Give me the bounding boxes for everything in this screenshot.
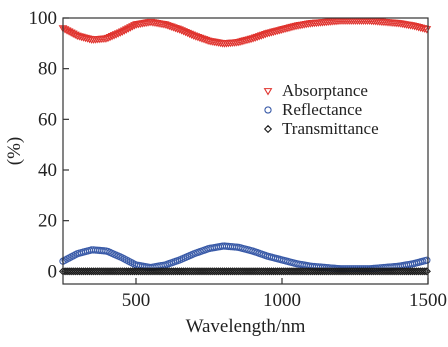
plot-layer [58, 17, 432, 276]
legend-item-transmittance: Transmittance [263, 119, 379, 138]
legend-marker-absorptance [263, 88, 273, 96]
x-axis-label: Wavelength/nm [186, 316, 306, 337]
absorptance-point [103, 34, 113, 43]
absorptance-point [122, 26, 131, 34]
legend-label: Transmittance [282, 119, 379, 138]
absorptance-point [248, 35, 258, 43]
reflectance-point [423, 256, 431, 264]
absorptance-point [254, 33, 264, 41]
absorptance-point [252, 33, 262, 42]
legend-label: Reflectance [282, 100, 362, 119]
y-tick-label: 60 [38, 109, 57, 130]
absorptance-point [117, 28, 127, 36]
absorptance-point [111, 31, 121, 39]
absorptance-point [130, 22, 139, 30]
legend-marker-transmittance [263, 124, 273, 134]
y-tick-label: 40 [38, 160, 57, 181]
absorptance-point [124, 25, 133, 33]
series-absorptance [58, 17, 432, 48]
x-tick-label: 1000 [263, 290, 301, 311]
absorptance-point [250, 34, 260, 42]
absorptance-point [260, 30, 270, 39]
legend-item-absorptance: Absorptance [263, 81, 368, 100]
legend-item-reflectance: Reflectance [264, 100, 362, 119]
absorptance-point [105, 33, 115, 42]
absorptance-point [113, 30, 123, 38]
absorptance-point [258, 31, 268, 40]
y-tick-label: 80 [38, 59, 57, 80]
absorptance-point [119, 27, 129, 35]
legend-label: Absorptance [282, 81, 368, 100]
legend-marker-reflectance [264, 106, 272, 114]
absorptance-point [126, 24, 135, 32]
y-axis-label: (%) [4, 137, 25, 165]
transmittance-point [422, 267, 431, 276]
absorptance-point [128, 23, 137, 31]
absorptance-point [256, 32, 266, 40]
absorptance-point [115, 29, 125, 37]
y-tick-label: 0 [48, 261, 58, 282]
y-tick-label: 20 [38, 211, 57, 232]
y-tick-label: 100 [29, 8, 58, 29]
absorptance-point [107, 33, 117, 41]
x-tick-label: 1500 [409, 290, 447, 311]
absorptance-point [109, 32, 119, 40]
series-transmittance [58, 267, 431, 276]
plot-frame [62, 17, 429, 285]
absorptance-point [101, 35, 111, 43]
transmittance-point [420, 267, 429, 276]
x-tick-label: 500 [122, 290, 151, 311]
absorptance-point [246, 35, 256, 44]
tick-layer: 0 20 40 60 80 100 500 1000 1500 [29, 8, 448, 311]
